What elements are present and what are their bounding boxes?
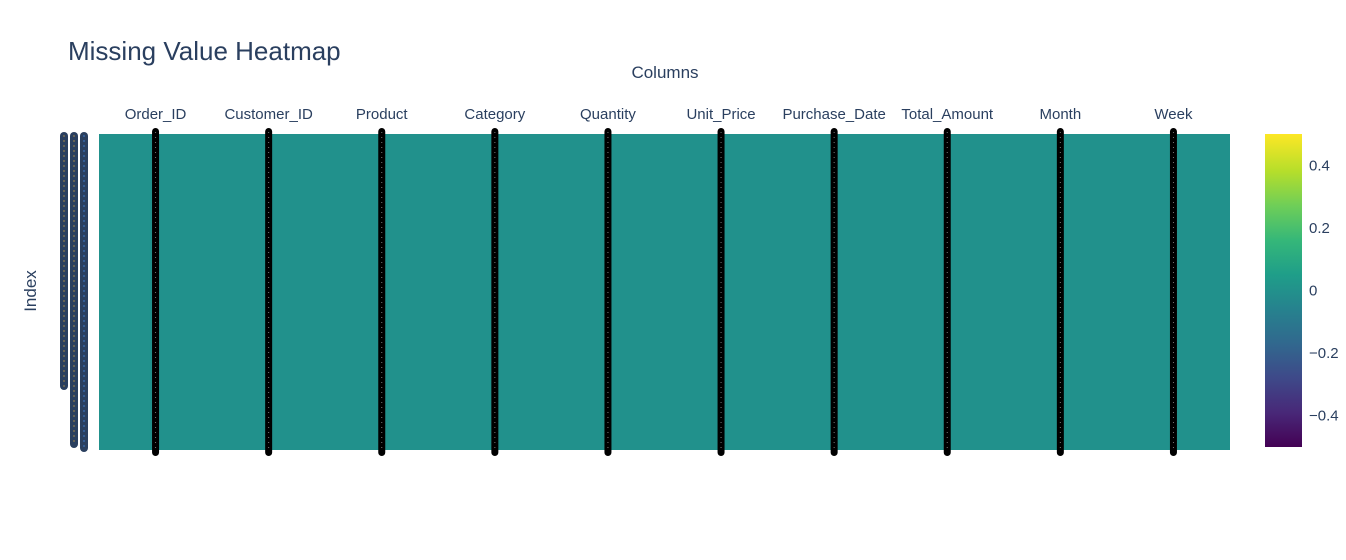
x-tick-label-week: Week [1154,106,1193,123]
colorbar [1265,134,1302,447]
colorbar-tick-labels: 0.4 0.2 0 −0.2 −0.4 [1309,157,1339,424]
heatmap-cells [99,134,1230,450]
x-tick-label-purchase-date: Purchase_Date [782,106,885,123]
chart-title: Missing Value Heatmap [68,36,341,66]
column-tick-markers [152,128,1177,456]
x-tick-label-total-amount: Total_Amount [901,106,994,123]
x-tick-label-customer-id: Customer_ID [224,106,313,123]
x-tick-label-quantity: Quantity [580,106,636,123]
x-tick-label-category: Category [464,106,525,123]
colorbar-tick-label: 0 [1309,283,1317,300]
colorbar-tick-label: −0.2 [1309,345,1339,362]
y-tick-labels [60,132,88,452]
x-axis-title: Columns [631,63,698,82]
colorbar-tick-label: 0.4 [1309,157,1330,174]
colorbar-tick-label: −0.4 [1309,408,1339,425]
x-tick-label-month: Month [1039,106,1081,123]
x-tick-label-unit-price: Unit_Price [686,106,755,123]
x-tick-label-product: Product [356,106,409,123]
x-tick-labels: Order_ID Customer_ID Product Category Quanti… [125,106,1193,123]
colorbar-tick-label: 0.2 [1309,220,1330,237]
x-tick-label-order-id: Order_ID [125,106,187,123]
y-axis-title: Index [21,270,40,312]
